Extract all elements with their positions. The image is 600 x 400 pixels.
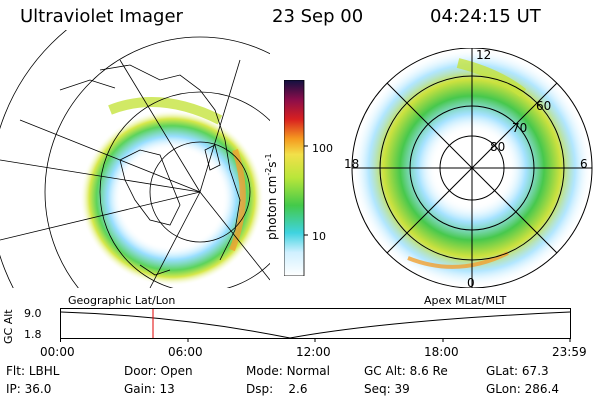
- colorbar-unit-label: photon cm-2s-1: [264, 153, 279, 240]
- status-ip: IP: 36.0: [6, 382, 52, 396]
- mlt-label-12: 12: [476, 48, 492, 62]
- mlat-label-80: 80: [490, 140, 506, 154]
- mlat-label-70: 70: [512, 121, 528, 135]
- altitude-timeline-plot: [60, 308, 571, 342]
- status-gc-alt: GC Alt: 8.6 Re: [364, 364, 448, 378]
- time-tick-1200: 12:00: [296, 345, 331, 359]
- instrument-title: Ultraviolet Imager: [20, 6, 183, 27]
- mlat-label-60: 60: [536, 99, 552, 113]
- mlt-label-0: 0: [467, 276, 475, 290]
- time-tick-1800: 18:00: [424, 345, 459, 359]
- status-glat: GLat: 67.3: [486, 364, 549, 378]
- status-gain: Gain: 13: [124, 382, 175, 396]
- time-tick-0000: 00:00: [40, 345, 75, 359]
- date-label: 23 Sep 00: [272, 6, 364, 27]
- polar-mlat-mlt-plot: [351, 48, 593, 288]
- aurora-oval-geo: [80, 110, 264, 286]
- time-tick-0600: 06:00: [168, 345, 203, 359]
- colorbar-tick-100: 100: [312, 142, 333, 155]
- geographic-aurora-image: [0, 30, 270, 288]
- status-glon: GLon: 286.4: [486, 382, 559, 396]
- intensity-colorbar: [284, 80, 308, 276]
- altitude-axis-label: GC Alt: [2, 309, 15, 344]
- coastline-outline: [59, 64, 241, 276]
- polar-grid: [351, 48, 593, 288]
- status-dsp: Dsp: 2.6: [246, 382, 308, 396]
- left-panel-caption: Geographic Lat/Lon: [68, 294, 176, 307]
- status-mode: Mode: Normal: [246, 364, 330, 378]
- status-filter: Flt: LBHL: [6, 364, 60, 378]
- altitude-tick-max: 9.0: [24, 307, 42, 320]
- status-door: Door: Open: [124, 364, 193, 378]
- time-tick-2359: 23:59: [552, 345, 587, 359]
- altitude-curve: [60, 311, 571, 339]
- colorbar-tick-10: 10: [312, 230, 326, 243]
- time-label: 04:24:15 UT: [430, 6, 541, 27]
- mlt-label-6: 6: [580, 157, 588, 171]
- mlt-label-18: 18: [344, 157, 360, 171]
- altitude-tick-min: 1.8: [24, 328, 42, 341]
- status-seq: Seq: 39: [364, 382, 410, 396]
- right-panel-caption: Apex MLat/MLT: [424, 294, 507, 307]
